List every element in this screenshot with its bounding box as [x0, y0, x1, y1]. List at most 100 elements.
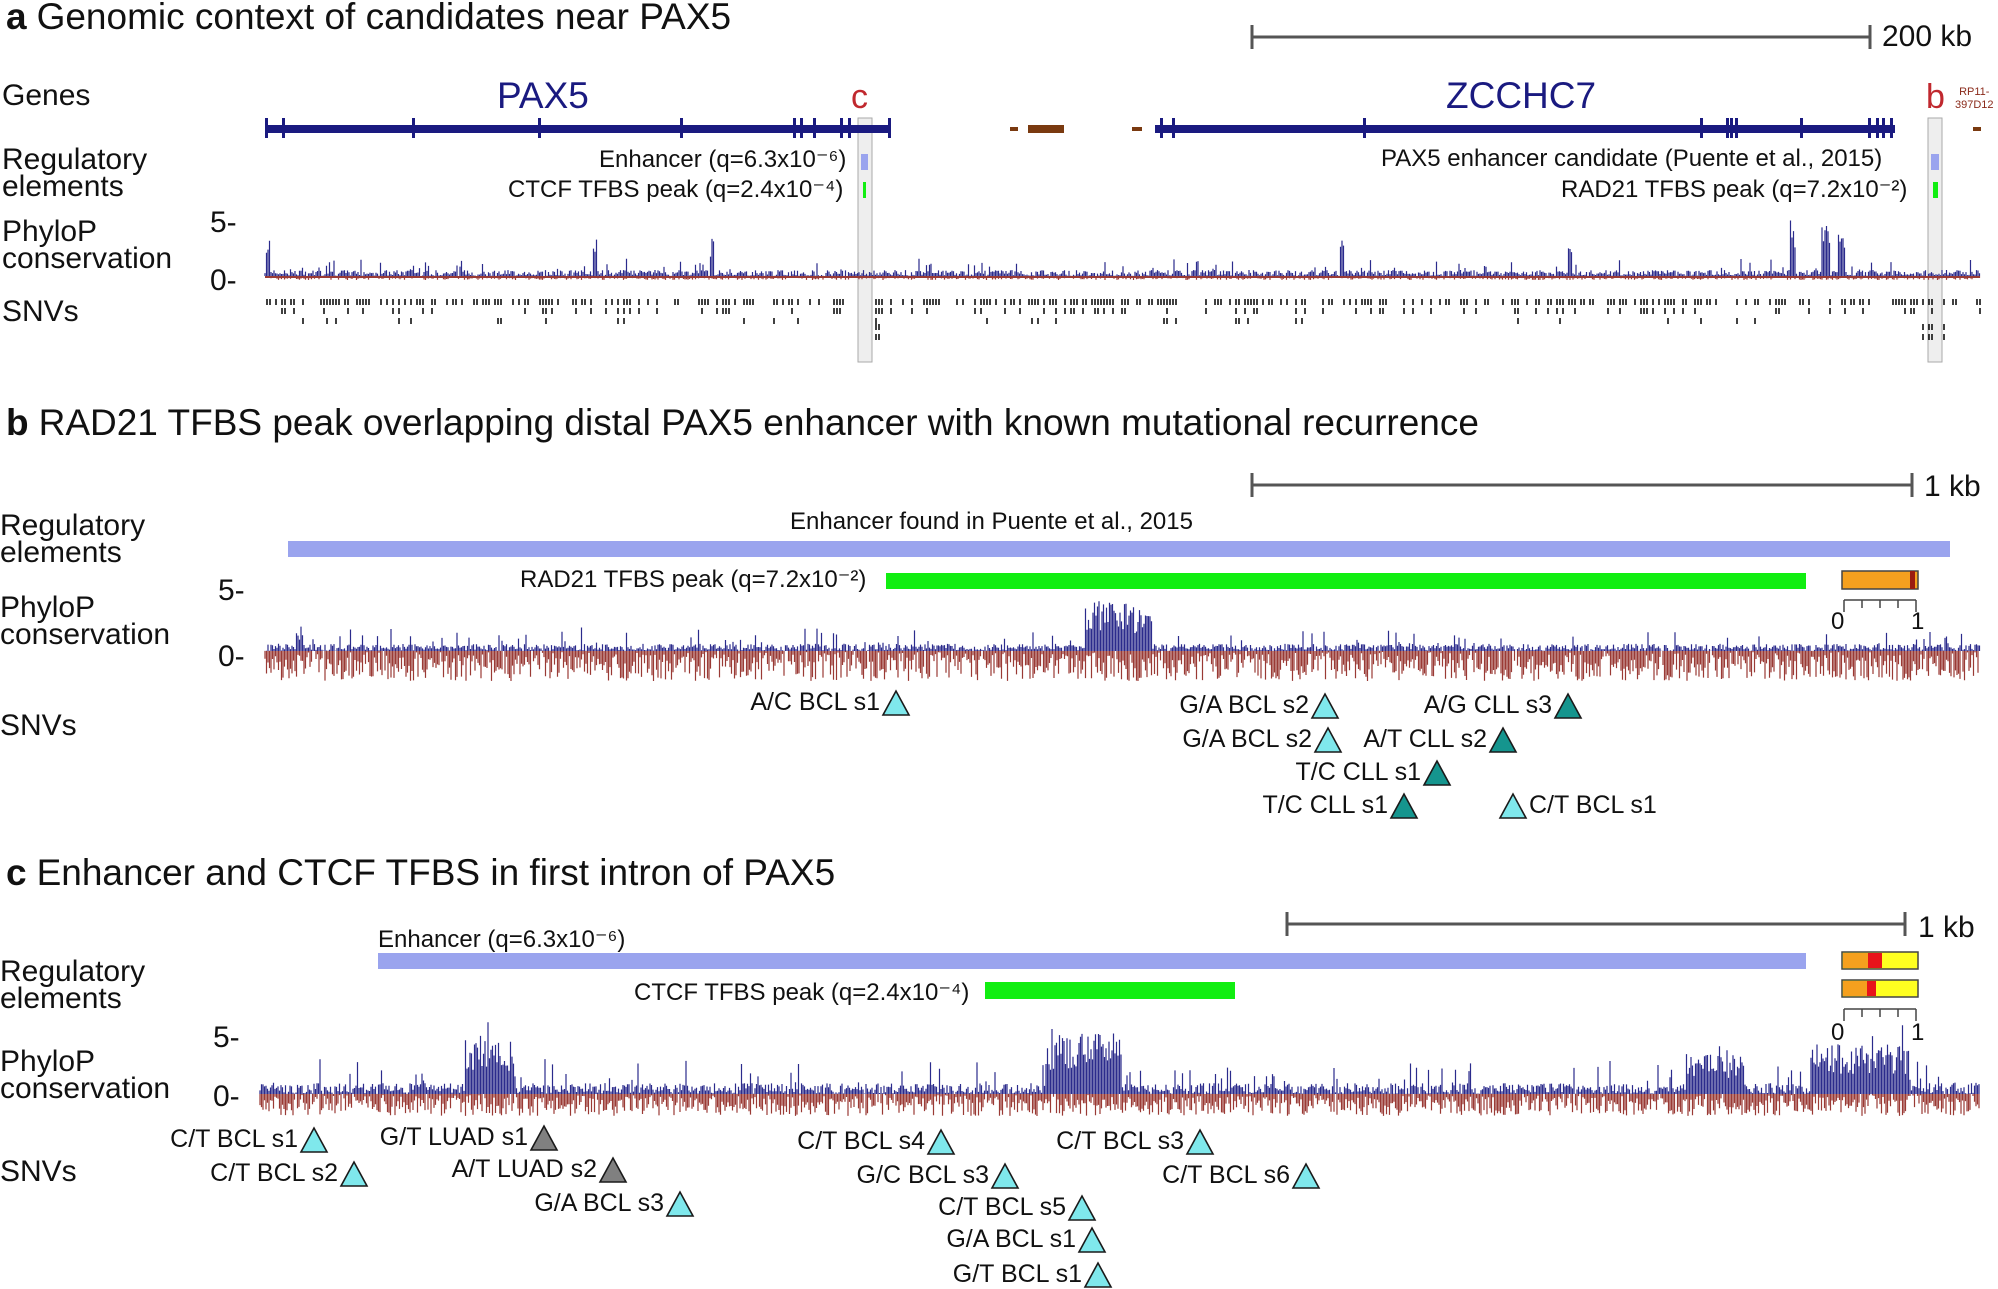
snv-label-c-0: C/T BCL s1	[170, 1125, 298, 1153]
panel-b-scale-label: 1 kb	[1924, 470, 1981, 503]
marker-c: c	[851, 78, 868, 116]
gene-track-pax5	[265, 125, 890, 133]
enhancer-label-b: Enhancer found in Puente et al., 2015	[790, 508, 1193, 535]
reg-mark-ctcf-a	[863, 182, 866, 198]
enhancer-bar-b	[288, 541, 1950, 557]
gene-exon	[848, 118, 851, 138]
snv-triangle	[1389, 792, 1419, 819]
phylop-positive-bars	[259, 1022, 1980, 1094]
note-pax5-candidate: PAX5 enhancer candidate (Puente et al., …	[1381, 145, 1883, 172]
gene-exon	[1735, 118, 1738, 138]
snv-triangle	[881, 689, 911, 716]
marker-b: b	[1926, 78, 1945, 116]
snv-label-c-11: C/T BCL s6	[1162, 1161, 1290, 1189]
note-rad21-a: RAD21 TFBS peak (q=7.2x10⁻²)	[1561, 176, 1908, 203]
panel-a-ytick-0: 0-	[210, 264, 237, 297]
snv-label-b-7: C/T BCL s1	[1529, 791, 1657, 819]
enhancer-bar-c	[378, 953, 1806, 969]
snv-triangle	[299, 1126, 329, 1153]
snv-triangle	[1498, 792, 1528, 819]
gene-label-rp11: RP11- 397D12	[1955, 86, 1994, 111]
ctcf-label-c: CTCF TFBS peak (q=2.4x10⁻⁴)	[634, 979, 970, 1006]
snv-triangle	[665, 1190, 695, 1217]
colorbar-b-max: 1	[1911, 608, 1925, 635]
enhancer-label-c: Enhancer (q=6.3x10⁻⁶)	[378, 926, 626, 953]
reg-mark-enhancer-a	[861, 154, 868, 170]
rad21-label-b: RAD21 TFBS peak (q=7.2x10⁻²)	[520, 566, 867, 593]
snv-label-c-6: G/C BCL s3	[856, 1161, 989, 1189]
panel-c-title: c Enhancer and CTCF TFBS in first intron …	[6, 852, 835, 894]
gene-exon	[1800, 118, 1803, 138]
track-label-phylop-b: PhyloP conservation	[0, 591, 171, 651]
panel-a-ytick-5: 5-	[210, 206, 237, 239]
panel-b-title-text: RAD21 TFBS peak overlapping distal PAX5 …	[38, 402, 1479, 443]
gene-exons	[265, 118, 1893, 138]
panel-a-title: a Genomic context of candidates near PAX5	[6, 0, 731, 38]
gene-exon	[1868, 118, 1871, 138]
gene-track-zcchc7	[1155, 125, 1895, 133]
colorbar-b-min: 0	[1831, 608, 1845, 635]
phylop-negative-bars	[259, 1094, 1980, 1116]
gene-label-zcchc7: ZCCHC7	[1446, 75, 1597, 116]
gene-exon	[1172, 118, 1175, 138]
snv-label-b-5: T/C CLL s1	[1295, 758, 1421, 786]
gene-exon	[265, 118, 268, 138]
track-label-regulatory-a: Regulatory elements	[2, 143, 148, 203]
snv-triangle	[990, 1162, 1020, 1189]
phylop-track-b	[264, 601, 1981, 681]
panel-c-letter: c	[6, 852, 27, 893]
panel-b-ytick-5: 5-	[218, 574, 245, 607]
panel-b-title: b RAD21 TFBS peak overlapping distal PAX5…	[6, 402, 1479, 444]
gene-exon	[680, 118, 683, 138]
gene-exon	[888, 118, 891, 138]
colorbar-c	[1841, 951, 1919, 1021]
snv-triangle	[1488, 726, 1518, 753]
gene-exon	[1160, 118, 1163, 138]
gene-exon	[1882, 118, 1885, 138]
phylop-track-a	[264, 220, 1981, 280]
snv-label-c-3: A/T LUAD s2	[451, 1155, 597, 1183]
track-label-regulatory-c: Regulatory elements	[0, 955, 146, 1015]
gene-track-small	[1010, 125, 1981, 133]
snv-label-c-10: C/T BCL s3	[1056, 1127, 1184, 1155]
snv-label-b-1: G/A BCL s2	[1179, 691, 1309, 719]
snv-label-b-4: A/T CLL s2	[1363, 725, 1487, 753]
track-label-snvs-b: SNVs	[0, 709, 77, 742]
panel-c-title-text: Enhancer and CTCF TFBS in first intron o…	[36, 852, 836, 893]
snv-triangle	[1422, 759, 1452, 786]
track-label-phylop-c: PhyloP conservation	[0, 1045, 171, 1105]
gene-exon	[1890, 118, 1893, 138]
snv-triangle	[1185, 1128, 1215, 1155]
track-label-regulatory-b: Regulatory elements	[0, 509, 146, 569]
gene-exon	[538, 118, 541, 138]
snv-track-c	[299, 1124, 1321, 1288]
snv-label-c-5: C/T BCL s4	[797, 1127, 925, 1155]
phylop-track-c	[259, 1022, 1980, 1116]
scale-bar-b	[1250, 473, 1914, 497]
gene-exon	[813, 118, 816, 138]
track-label-snvs-c: SNVs	[0, 1155, 77, 1188]
reg-mark-pax5cand-a	[1931, 154, 1939, 170]
track-label-phylop-a: PhyloP conservation	[2, 215, 173, 275]
snv-triangle	[339, 1160, 369, 1187]
snv-label-b-6: T/C CLL s1	[1262, 791, 1388, 819]
panel-b-letter: b	[6, 402, 29, 443]
phylop-negative-bars	[267, 276, 1981, 280]
panel-b-ytick-0: 0-	[218, 640, 245, 673]
snv-triangle	[1083, 1261, 1113, 1288]
scale-bar-c	[1285, 912, 1907, 936]
panel-a-title-text: Genomic context of candidates near PAX5	[36, 0, 732, 37]
gene-exon	[1726, 118, 1729, 138]
snv-label-c-7: C/T BCL s5	[938, 1193, 1066, 1221]
snv-triangle	[1553, 692, 1583, 719]
colorbar-b	[1841, 570, 1919, 612]
snv-triangle	[1291, 1162, 1321, 1189]
snv-triangle	[1310, 692, 1340, 719]
rad21-bar-b	[886, 573, 1806, 589]
track-label-genes: Genes	[2, 79, 91, 112]
gene-exon	[1700, 118, 1703, 138]
track-label-snvs-a: SNVs	[2, 295, 79, 328]
gene-exon	[840, 118, 843, 138]
